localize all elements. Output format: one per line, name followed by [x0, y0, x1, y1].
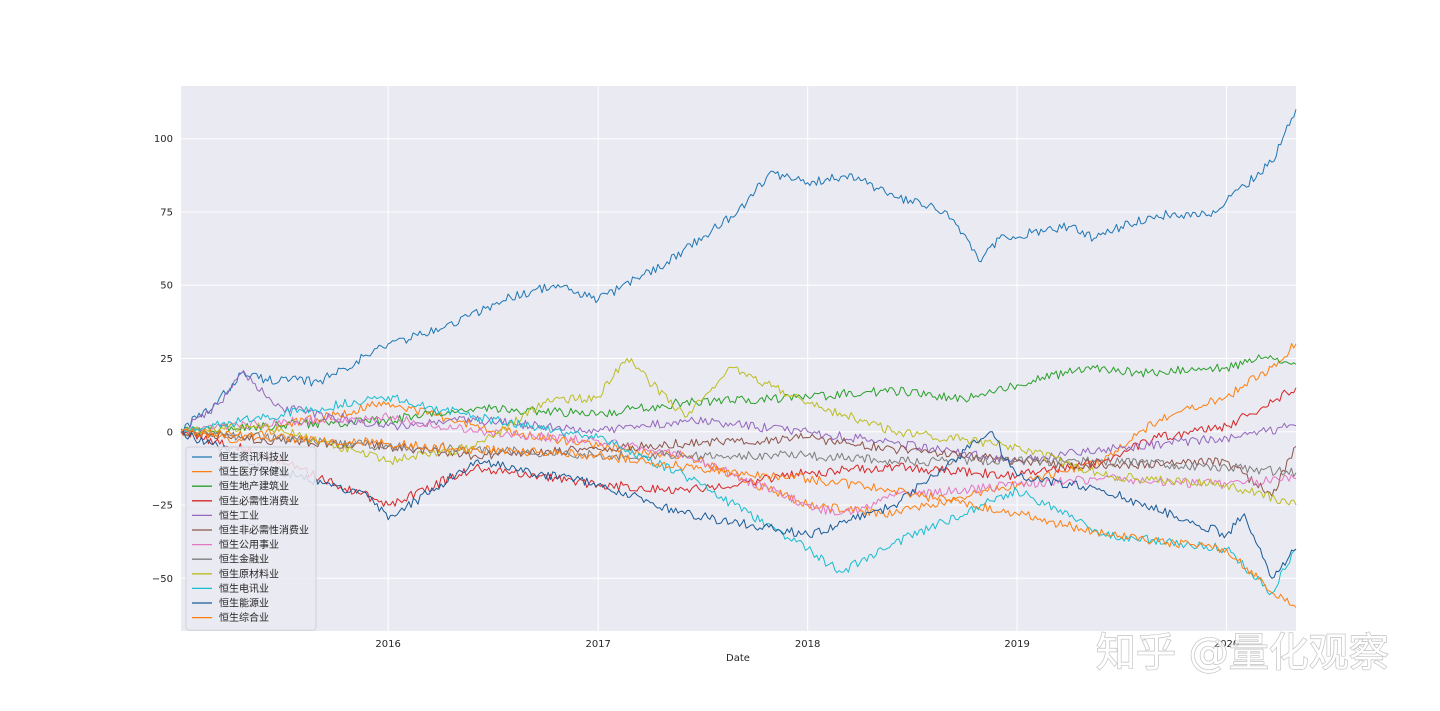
legend-label: 恒生非必需性消费业	[219, 524, 309, 537]
y-tick-label: −25	[152, 501, 173, 512]
legend-label: 恒生电讯业	[219, 582, 269, 595]
y-tick-labels: −50 −25 0 25 50 75 100	[152, 134, 173, 585]
series-line	[180, 430, 1297, 579]
legend-label: 恒生金融业	[219, 553, 269, 566]
legend: 恒生资讯科技业恒生医疗保健业恒生地产建筑业恒生必需性消费业恒生工业恒生非必需性消…	[185, 446, 317, 631]
legend-label: 恒生原材料业	[219, 567, 279, 580]
series-line	[180, 428, 1297, 477]
series-line	[180, 354, 1297, 436]
y-tick-label: 75	[160, 207, 173, 218]
legend-label: 恒生综合业	[219, 611, 269, 624]
legend-label: 恒生必需性消费业	[219, 494, 299, 507]
legend-label: 恒生地产建筑业	[219, 480, 289, 493]
x-tick-label: 2017	[585, 639, 610, 650]
legend-label: 恒生能源业	[219, 597, 269, 610]
legend-label: 恒生医疗保健业	[219, 465, 289, 478]
x-tick-label: 2016	[375, 639, 400, 650]
series-line	[180, 109, 1297, 432]
x-tick-label: 2020	[1214, 639, 1239, 650]
y-tick-label: 25	[160, 354, 173, 365]
grid	[181, 86, 1296, 631]
x-tick-labels: 2016 2017 2018 2019 2020	[375, 639, 1239, 650]
y-tick-label: 100	[154, 134, 173, 145]
series-line	[180, 428, 1297, 608]
legend-label: 恒生资讯科技业	[219, 451, 289, 464]
series-line	[180, 358, 1297, 506]
y-tick-label: 50	[160, 281, 173, 292]
series-line	[181, 370, 1297, 466]
legend-label: 恒生工业	[219, 509, 259, 522]
x-axis-label: Date	[726, 653, 750, 664]
x-tick-label: 2019	[1004, 639, 1029, 650]
y-tick-label: −50	[152, 574, 173, 585]
watermark: 知乎 @量化观察	[1096, 630, 1389, 676]
series-layer	[180, 109, 1297, 608]
x-tick-label: 2018	[795, 639, 820, 650]
legend-label: 恒生公用事业	[219, 538, 279, 551]
legend-frame	[185, 446, 317, 631]
y-tick-label: 0	[167, 427, 173, 438]
